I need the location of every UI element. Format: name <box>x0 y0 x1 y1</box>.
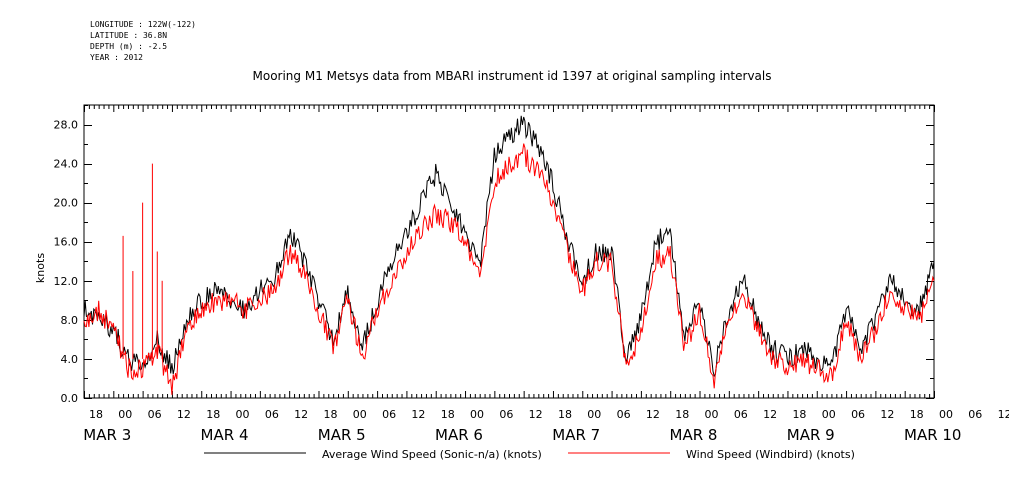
y-tick-label: 0.0 <box>61 392 79 405</box>
x-hour-label: 00 <box>470 408 484 421</box>
x-hour-label: 00 <box>822 408 836 421</box>
x-hour-label: 18 <box>792 408 806 421</box>
legend-label-windbird: Wind Speed (Windbird) (knots) <box>686 448 855 461</box>
x-day-label: MAR 6 <box>435 426 483 444</box>
legend: Average Wind Speed (Sonic-n/a) (knots) W… <box>204 448 855 461</box>
x-hour-label: 18 <box>441 408 455 421</box>
x-hour-label: 06 <box>499 408 513 421</box>
x-hour-label: 12 <box>411 408 425 421</box>
x-hour-label: 12 <box>646 408 660 421</box>
x-day-label: MAR 8 <box>670 426 718 444</box>
x-hour-label: 06 <box>851 408 865 421</box>
longitude-label: LONGITUDE : 122W(-122) <box>90 20 196 29</box>
x-day-label: MAR 9 <box>787 426 835 444</box>
x-hour-label: 18 <box>323 408 337 421</box>
depth-label: DEPTH (m) : -2.5 <box>90 42 168 51</box>
x-hour-label: 00 <box>236 408 250 421</box>
x-hour-label: 12 <box>177 408 191 421</box>
latitude-label: LATITUDE : 36.8N <box>90 31 168 40</box>
x-hour-label: 18 <box>206 408 220 421</box>
series-windbird-line <box>83 143 935 395</box>
y-tick-label: 20.0 <box>54 197 79 210</box>
x-hour-label: 18 <box>675 408 689 421</box>
y-tick-label: 8.0 <box>61 314 79 327</box>
y-tick-label: 12.0 <box>54 275 79 288</box>
x-day-label: MAR 4 <box>201 426 249 444</box>
x-day-label: MAR 10 <box>904 426 961 444</box>
x-hour-label: 06 <box>968 408 982 421</box>
x-hour-label: 00 <box>587 408 601 421</box>
x-day-label: MAR 7 <box>552 426 600 444</box>
x-hour-label: 06 <box>734 408 748 421</box>
x-hour-label: 00 <box>705 408 719 421</box>
x-hour-label: 12 <box>763 408 777 421</box>
x-hour-label: 00 <box>118 408 132 421</box>
series-lines <box>83 115 935 395</box>
y-axis-label: knots <box>34 253 47 283</box>
series-average-line <box>83 115 935 377</box>
x-hour-label: 12 <box>998 408 1009 421</box>
x-hour-label: 06 <box>148 408 162 421</box>
x-hour-label: 00 <box>939 408 953 421</box>
x-hour-label: 12 <box>880 408 894 421</box>
x-hour-label: 18 <box>910 408 924 421</box>
x-day-label: MAR 3 <box>83 426 131 444</box>
y-tick-label: 16.0 <box>54 236 79 249</box>
axis-ticks <box>84 105 935 399</box>
x-day-label: MAR 5 <box>318 426 366 444</box>
station-metadata: LONGITUDE : 122W(-122) LATITUDE : 36.8N … <box>90 19 196 63</box>
y-tick-label: 24.0 <box>54 158 79 171</box>
x-hour-label: 12 <box>529 408 543 421</box>
y-tick-label: 4.0 <box>61 353 79 366</box>
y-tick-labels: 0.0 4.0 8.0 12.0 16.0 20.0 24.0 28.0 <box>54 119 79 405</box>
year-label: YEAR : 2012 <box>90 53 143 62</box>
x-hour-label: 18 <box>89 408 103 421</box>
x-tick-labels: 18 00 06 12 18 00 06 12 18 00 06 12 18 00 06 12 18 00 06 12… <box>83 408 1009 444</box>
y-tick-label: 28.0 <box>54 119 79 132</box>
chart-title: Mooring M1 Metsys data from MBARI instru… <box>253 69 772 83</box>
x-hour-label: 06 <box>382 408 396 421</box>
legend-label-average: Average Wind Speed (Sonic-n/a) (knots) <box>322 448 542 461</box>
x-hour-label: 06 <box>617 408 631 421</box>
x-hour-label: 06 <box>265 408 279 421</box>
x-hour-label: 00 <box>353 408 367 421</box>
x-hour-label: 18 <box>558 408 572 421</box>
x-hour-label: 12 <box>294 408 308 421</box>
